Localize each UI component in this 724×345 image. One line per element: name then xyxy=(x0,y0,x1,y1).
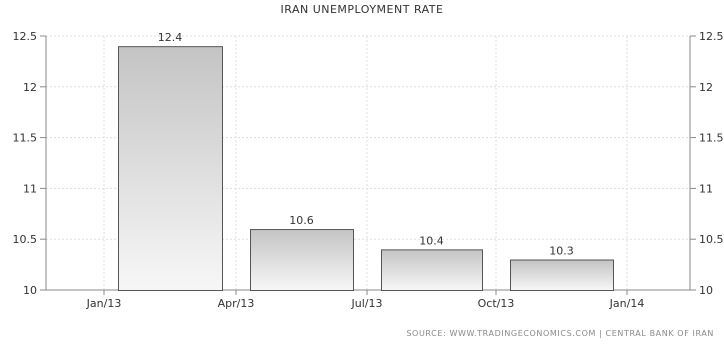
x-tick-label: Oct/13 xyxy=(478,297,515,310)
y-tick-label-left: 11.5 xyxy=(13,132,38,145)
bar xyxy=(250,229,354,291)
bar-value-label: 12.4 xyxy=(158,31,183,44)
y-tick-label-left: 11 xyxy=(23,182,37,195)
y-tick-label-right: 11.5 xyxy=(699,132,724,145)
bar xyxy=(118,46,223,291)
x-tick-label: Jan/14 xyxy=(609,297,645,310)
y-tick-label-right: 11 xyxy=(699,182,713,195)
source-footer: SOURCE: WWW.TRADINGECONOMICS.COM | CENTR… xyxy=(406,329,714,338)
x-tick-label: Apr/13 xyxy=(218,297,255,310)
y-tick-label-right: 12.5 xyxy=(699,30,724,43)
bar-value-label: 10.3 xyxy=(549,245,574,258)
y-tick-label-left: 12 xyxy=(23,81,37,94)
y-tick-label-left: 10 xyxy=(23,284,37,297)
y-tick-label-left: 10.5 xyxy=(13,233,38,246)
bar-value-label: 10.6 xyxy=(289,214,314,227)
bar xyxy=(510,259,614,291)
y-tick-label-right: 12 xyxy=(699,81,713,94)
y-tick-label-right: 10.5 xyxy=(699,233,724,246)
y-tick-label-right: 10 xyxy=(699,284,713,297)
x-tick-label: Jul/13 xyxy=(351,297,383,310)
bar xyxy=(381,249,483,291)
x-tick-label: Jan/13 xyxy=(86,297,122,310)
y-tick-label-left: 12.5 xyxy=(13,30,38,43)
chart-title: IRAN UNEMPLOYMENT RATE xyxy=(280,3,444,16)
bar-value-label: 10.4 xyxy=(419,234,444,247)
